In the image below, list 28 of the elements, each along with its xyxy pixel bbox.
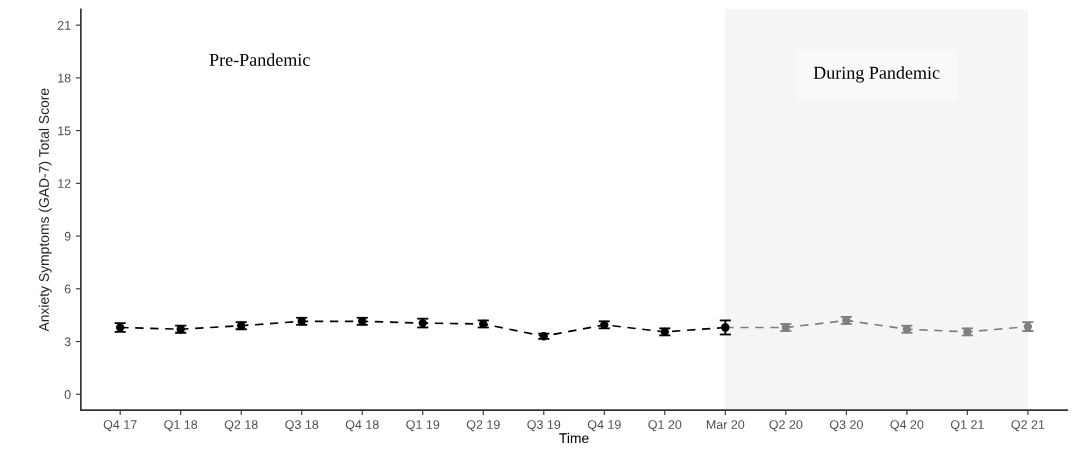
x-tick-label: Q3 19: [527, 420, 561, 432]
x-tick-label: Q4 19: [587, 420, 621, 432]
x-tick-label: Q3 18: [285, 420, 319, 432]
x-tick-label: Mar 20: [706, 420, 745, 429]
x-tick-label: Q4 17: [103, 420, 137, 432]
x-tick-label: Q1 21: [950, 420, 984, 432]
x-tick-label: Q1 18: [164, 420, 198, 432]
x-tick-label: Q2 18: [224, 420, 258, 432]
y-tick-label: 18: [58, 73, 71, 83]
y-tick-label: 0: [64, 390, 71, 399]
y-tick-label: 21: [57, 20, 71, 30]
x-tick-label: Q2 20: [769, 420, 803, 432]
x-tick-label: Q2 19: [466, 420, 500, 432]
y-axis-title: Anxiety Symptoms (GAD-7) Total Score: [38, 88, 52, 332]
annotation: Pre-Pandemic: [209, 53, 310, 66]
x-tick-label: Q3 20: [829, 420, 863, 432]
y-tick-label: 9: [64, 231, 71, 241]
x-tick-label: Q1 19: [406, 420, 440, 432]
band-label: During Pandemic: [813, 66, 940, 83]
x-tick-label: Q4 18: [345, 420, 379, 432]
x-tick-label: Q2 21: [1011, 420, 1045, 432]
y-tick-label: 12: [58, 179, 71, 188]
x-tick-label: Q4 20: [890, 420, 924, 432]
x-axis-title: Time: [559, 432, 589, 444]
x-tick-label: Q1 20: [648, 420, 682, 432]
y-tick-label: 15: [58, 126, 71, 136]
y-tick-label: 6: [64, 284, 71, 294]
y-tick-label: 3: [64, 337, 71, 347]
